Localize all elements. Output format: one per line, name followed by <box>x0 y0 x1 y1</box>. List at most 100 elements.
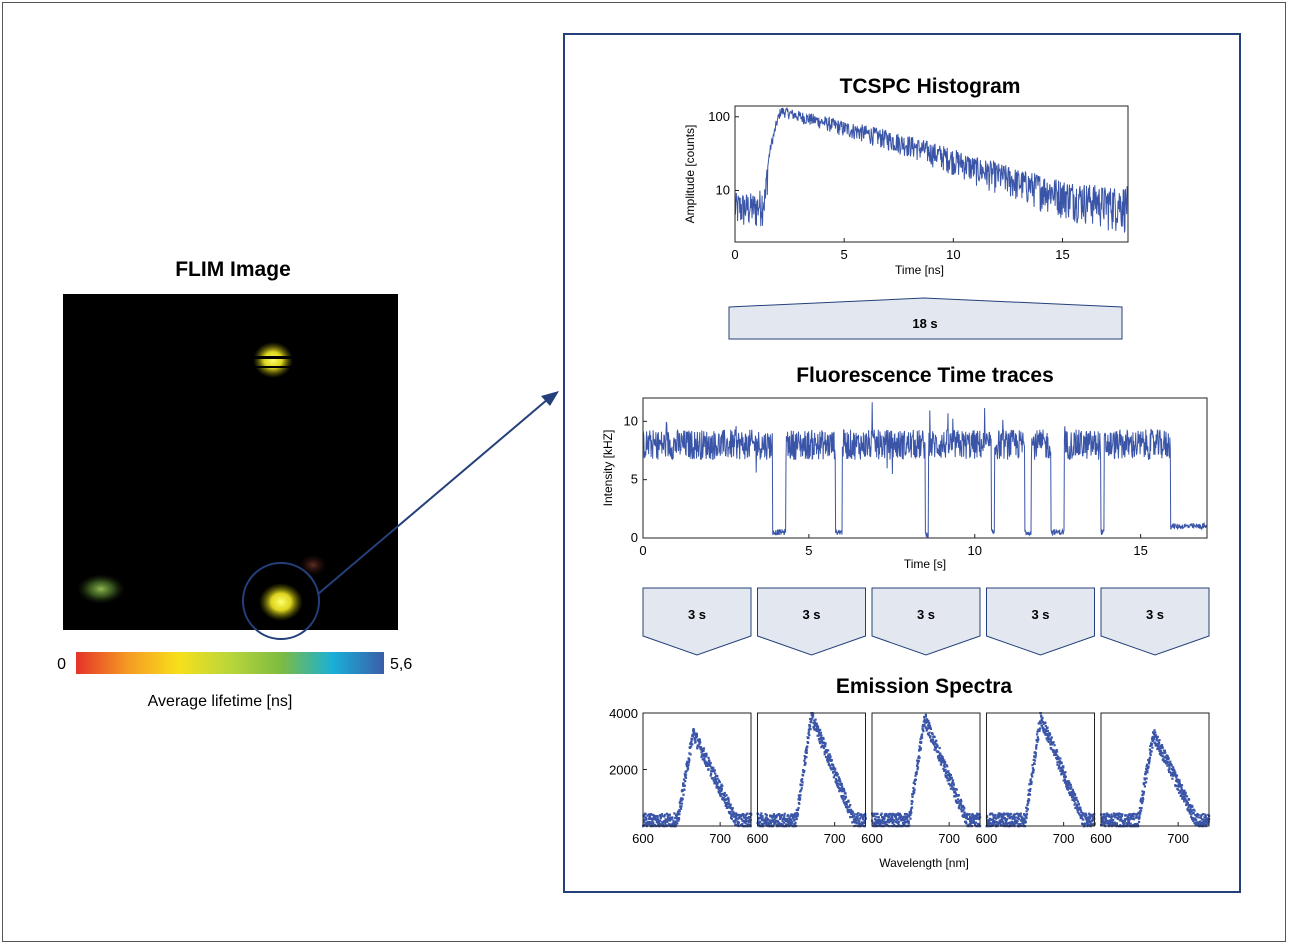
spectrum-point <box>760 814 763 817</box>
spectrum-point <box>714 778 717 781</box>
spectrum-point <box>974 821 977 824</box>
spectrum-point <box>938 746 941 750</box>
spectrum-point <box>1033 759 1037 762</box>
spectrum-point <box>791 813 795 816</box>
spectrum-point <box>838 790 841 793</box>
spectrum-point <box>768 821 771 824</box>
spectrum-point <box>858 814 861 817</box>
spectrum-point <box>745 812 748 815</box>
spectrum-point <box>1050 737 1053 740</box>
spectrum-point <box>951 779 955 782</box>
spectrum-point <box>877 816 880 819</box>
spectrum-point <box>761 815 764 818</box>
spectrum-point <box>1110 817 1113 820</box>
spectrum-point <box>907 820 910 823</box>
spectrum-point <box>1160 750 1163 753</box>
spectrum-point <box>1126 817 1129 820</box>
spectrum-point <box>1195 814 1199 817</box>
spectrum-point <box>875 822 878 825</box>
spectrum-point <box>1013 817 1016 820</box>
spectrum-point <box>859 822 862 825</box>
spectrum-point <box>1174 773 1177 777</box>
spectrum-point <box>707 762 710 766</box>
spectrum-point <box>809 724 812 727</box>
spectrum-point <box>1046 739 1049 742</box>
spectrum-point <box>1135 813 1139 816</box>
spectrum-point <box>913 783 917 786</box>
spectrum-point <box>733 819 736 822</box>
spectrum-point <box>1002 822 1005 826</box>
spectrum-point <box>786 820 790 823</box>
spectrum-point <box>1087 820 1090 823</box>
spectrum-point <box>998 812 1001 815</box>
spectrum-point <box>691 743 694 746</box>
spectrum-point <box>1012 813 1015 816</box>
spectrum-point <box>680 799 683 802</box>
spectrum-point <box>888 821 891 824</box>
spectrum-point <box>687 760 691 764</box>
spectrum-point <box>1178 782 1181 786</box>
spectrum-point <box>807 731 810 734</box>
spectrum-point <box>862 818 865 821</box>
spectrum-point <box>1089 820 1092 823</box>
spectrum-point <box>936 744 939 747</box>
spectrum-point <box>1081 814 1084 817</box>
spectrum-point <box>1193 821 1196 824</box>
spectrum-point <box>1056 763 1059 766</box>
spectrum-point <box>903 822 906 825</box>
spectrum-point <box>1086 818 1089 821</box>
spectrum-point <box>1170 774 1173 777</box>
spectrum-point <box>650 817 653 820</box>
spectrum-point <box>966 812 969 815</box>
spectrum-point <box>832 763 835 767</box>
spectrum-point <box>1109 821 1112 824</box>
spectrum-point <box>996 814 999 817</box>
spectrum-point <box>990 822 993 825</box>
spectrum-point <box>998 814 1001 817</box>
spectrum-point <box>910 811 913 814</box>
spectrum-point <box>1038 722 1041 725</box>
spectrum-point <box>1135 816 1138 819</box>
spectrum-point <box>776 820 780 823</box>
spectrum-point <box>706 764 709 768</box>
spectrum-point <box>792 816 795 819</box>
spectrum-point <box>943 759 946 762</box>
spectrum-point <box>1058 760 1062 763</box>
spectrum-point <box>1140 797 1143 800</box>
spectrum-point <box>1086 821 1089 824</box>
spectrum-point <box>924 721 927 724</box>
time-trace-plot: 0 5 10 15 0 5 10 Time [s] Intensity [kHZ] <box>601 397 1208 571</box>
spectrum-point <box>743 821 746 824</box>
spectrum-point <box>709 762 712 765</box>
spectrum-point <box>1092 815 1095 818</box>
tcspc-series-line <box>734 107 1129 233</box>
spectrum-point <box>1087 817 1090 820</box>
spectrum-point <box>740 817 743 820</box>
spectrum-point <box>1152 731 1155 734</box>
spectrum-point <box>1049 742 1052 745</box>
spectrum-point <box>933 735 936 738</box>
spectrum-point <box>691 733 694 736</box>
spectrum-point <box>862 814 865 817</box>
spectrum-point <box>1184 798 1187 801</box>
spectrum-point <box>661 821 664 824</box>
spectrum-point <box>1027 801 1030 804</box>
spectrum-point <box>796 815 799 818</box>
spectrum-point <box>665 819 668 822</box>
spectrum-point <box>1159 744 1162 747</box>
spectrum-point <box>960 810 963 813</box>
spectrum-point <box>718 787 721 790</box>
spectrum-point <box>716 782 719 785</box>
spectrum-point <box>784 818 788 821</box>
spectrum-point <box>926 718 929 721</box>
spectrum-point <box>1200 813 1203 817</box>
spectrum-point <box>803 759 806 762</box>
spectrum-point <box>684 780 687 783</box>
spectrum-point <box>1182 791 1185 794</box>
trace-ytick-label: 5 <box>631 472 638 487</box>
spectrum-point <box>921 733 924 736</box>
spectrum-point <box>1111 815 1114 818</box>
spectrum-point <box>726 802 729 806</box>
spectrum-point <box>958 805 961 808</box>
spectrum-point <box>820 734 823 737</box>
